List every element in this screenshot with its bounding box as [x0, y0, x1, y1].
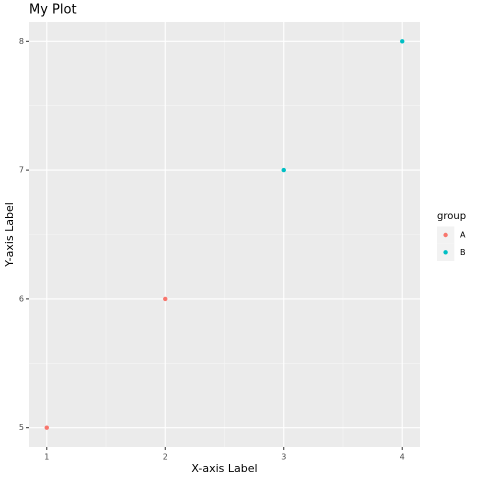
y-tick-label: 7	[19, 166, 24, 175]
legend-label: B	[460, 248, 466, 257]
y-tick-label: 8	[19, 37, 24, 46]
point	[163, 296, 168, 302]
legend-marker	[443, 250, 448, 255]
chart-title: My Plot	[29, 3, 77, 18]
x-tick-label: 2	[163, 453, 168, 462]
legend-marker	[443, 232, 448, 238]
legend-title: group	[437, 211, 466, 222]
y-tick-label: 5	[19, 423, 24, 432]
point	[400, 39, 405, 44]
x-tick-label: 4	[400, 453, 405, 462]
x-tick-label: 3	[281, 453, 286, 462]
x-axis-title: X-axis Label	[191, 462, 257, 475]
x-tick-label: 1	[44, 453, 49, 462]
y-axis-title: Y-axis Label	[3, 202, 16, 268]
legend-label: A	[460, 231, 466, 240]
point	[44, 425, 49, 430]
y-tick-label: 6	[19, 294, 24, 303]
point	[281, 167, 286, 173]
